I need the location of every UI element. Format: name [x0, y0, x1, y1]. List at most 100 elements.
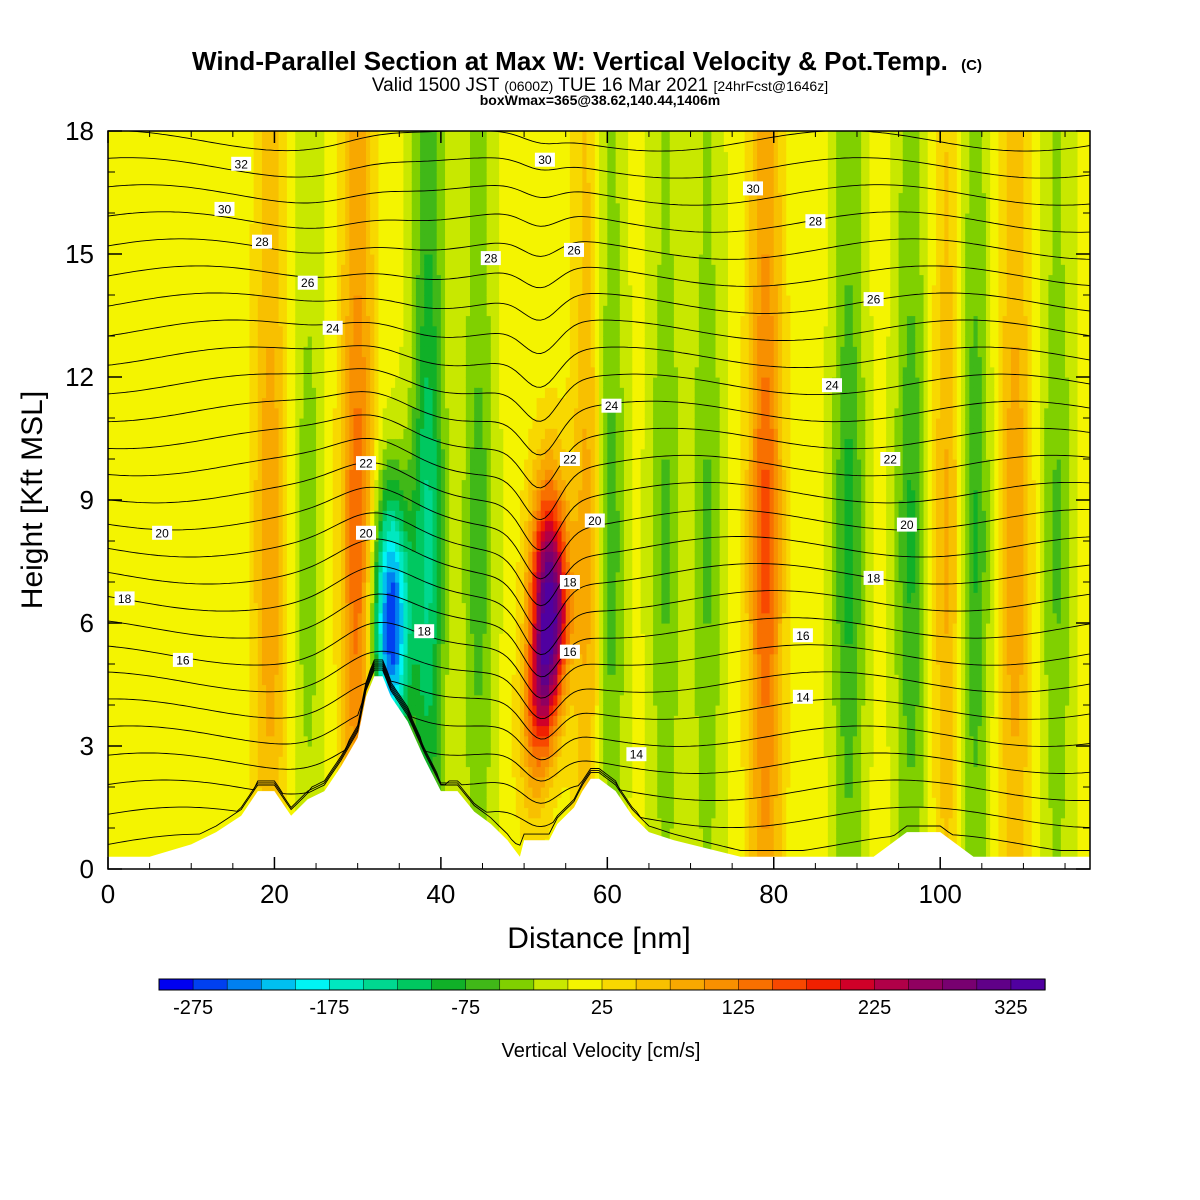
- velocity-cell: [149, 213, 155, 224]
- velocity-cell: [162, 623, 167, 634]
- velocity-cell: [320, 131, 325, 142]
- velocity-cell: [257, 479, 263, 491]
- velocity-cell: [108, 500, 113, 511]
- velocity-cell: [257, 510, 263, 522]
- velocity-cell: [353, 233, 359, 245]
- velocity-cell: [207, 694, 213, 706]
- velocity-cell: [365, 664, 371, 675]
- velocity-cell: [341, 387, 346, 399]
- velocity-cell: [224, 325, 230, 337]
- velocity-cell: [257, 295, 263, 306]
- velocity-cell: [236, 735, 242, 747]
- velocity-cell: [216, 254, 221, 265]
- velocity-cell: [378, 151, 384, 163]
- velocity-cell: [216, 284, 221, 296]
- velocity-cell: [266, 530, 271, 542]
- velocity-cell: [236, 715, 242, 727]
- velocity-cell: [187, 192, 192, 204]
- velocity-cell: [382, 633, 388, 645]
- velocity-cell: [361, 407, 367, 419]
- velocity-cell: [336, 530, 342, 542]
- velocity-cell: [374, 192, 380, 204]
- velocity-cell: [132, 315, 138, 327]
- velocity-cell: [245, 725, 251, 737]
- velocity-cell: [261, 530, 267, 542]
- velocity-cell: [120, 838, 126, 850]
- velocity-cell: [291, 428, 296, 440]
- velocity-cell: [132, 131, 138, 142]
- velocity-cell: [320, 428, 325, 440]
- velocity-cell: [174, 377, 180, 388]
- velocity-cell: [291, 336, 296, 347]
- velocity-cell: [124, 623, 130, 634]
- velocity-cell: [232, 735, 238, 747]
- velocity-cell: [324, 766, 330, 778]
- velocity-cell: [149, 131, 155, 142]
- velocity-cell: [112, 705, 117, 716]
- velocity-cell: [382, 192, 388, 204]
- velocity-cell: [182, 582, 188, 593]
- velocity-cell: [291, 325, 296, 337]
- velocity-cell: [187, 346, 192, 358]
- velocity-cell: [137, 438, 142, 450]
- velocity-cell: [120, 325, 126, 337]
- velocity-cell: [374, 274, 380, 286]
- velocity-cell: [303, 582, 309, 593]
- velocity-cell: [353, 387, 359, 399]
- velocity-cell: [345, 530, 350, 542]
- velocity-cell: [336, 182, 342, 194]
- velocity-cell: [236, 725, 242, 737]
- velocity-cell: [341, 131, 346, 142]
- velocity-cell: [374, 664, 380, 675]
- velocity-cell: [278, 602, 284, 614]
- velocity-cell: [112, 192, 117, 204]
- velocity-cell: [236, 274, 242, 286]
- velocity-cell: [374, 643, 380, 655]
- velocity-cell: [228, 664, 234, 675]
- velocity-cell: [157, 418, 163, 429]
- velocity-cell: [295, 151, 301, 163]
- velocity-cell: [137, 582, 142, 593]
- velocity-cell: [224, 807, 230, 819]
- velocity-cell: [386, 479, 392, 491]
- velocity-cell: [199, 520, 205, 532]
- velocity-cell: [149, 807, 155, 819]
- velocity-cell: [261, 264, 267, 276]
- velocity-cell: [182, 643, 188, 655]
- velocity-cell: [128, 202, 134, 214]
- velocity-cell: [374, 530, 380, 542]
- velocity-cell: [145, 325, 151, 337]
- velocity-cell: [286, 254, 292, 265]
- velocity-cell: [149, 284, 155, 296]
- velocity-cell: [345, 561, 350, 573]
- velocity-cell: [149, 151, 155, 163]
- velocity-cell: [195, 141, 201, 153]
- velocity-cell: [124, 756, 130, 768]
- velocity-cell: [232, 182, 238, 194]
- velocity-cell: [299, 336, 305, 347]
- velocity-cell: [228, 387, 234, 399]
- velocity-cell: [316, 356, 321, 368]
- velocity-cell: [157, 653, 163, 665]
- velocity-cell: [311, 356, 317, 368]
- velocity-cell: [187, 664, 192, 675]
- velocity-cell: [174, 735, 180, 747]
- velocity-cell: [216, 346, 221, 358]
- velocity-cell: [382, 233, 388, 245]
- velocity-cell: [187, 469, 192, 481]
- velocity-cell: [203, 489, 209, 501]
- velocity-cell: [386, 377, 392, 388]
- velocity-cell: [236, 295, 242, 306]
- velocity-cell: [132, 182, 138, 194]
- velocity-cell: [220, 489, 226, 501]
- velocity-cell: [153, 633, 159, 645]
- velocity-cell: [270, 766, 276, 778]
- velocity-cell: [195, 489, 201, 501]
- velocity-cell: [266, 520, 271, 532]
- velocity-cell: [316, 541, 321, 552]
- velocity-cell: [203, 274, 209, 286]
- velocity-cell: [153, 202, 159, 214]
- velocity-cell: [182, 172, 188, 183]
- velocity-cell: [361, 571, 367, 583]
- velocity-cell: [307, 756, 313, 768]
